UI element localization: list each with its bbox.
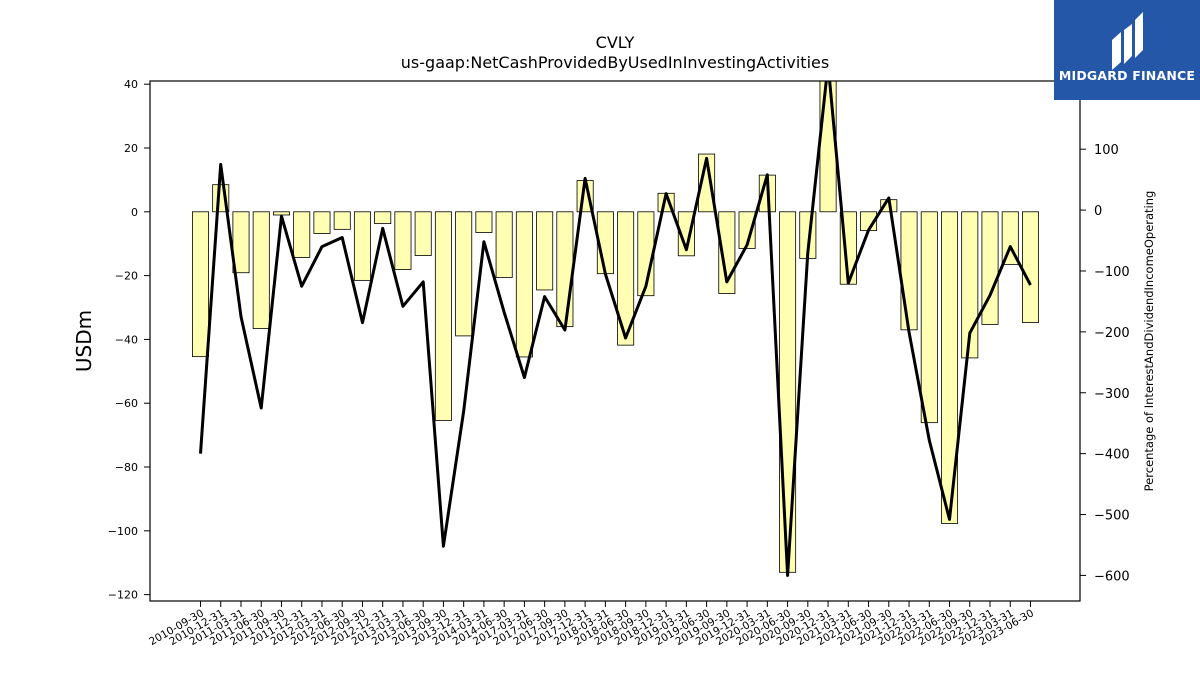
y-axis-label: USDm [72,310,96,372]
y-tick-label: −60 [115,397,138,410]
y2-tick-label: 0 [1094,204,1102,219]
brand-name: MIDGARD FINANCE [1058,68,1196,83]
bar [414,211,432,256]
bar [536,211,554,291]
bar [961,211,979,359]
bar [293,211,311,258]
bar [313,211,331,234]
y-tick-label: 0 [131,206,138,219]
bar [495,211,513,278]
bar [819,80,837,213]
bar [434,211,452,421]
y-tick-label: 20 [124,142,138,155]
chart-title: CVLY [596,33,635,52]
bar [272,211,290,216]
plot-frame [149,80,1081,602]
x-axis: 2010-09-302010-12-312011-03-312011-06-30… [147,601,1036,648]
y2-tick-label: 100 [1094,143,1119,158]
bar [981,211,999,325]
y-tick-label: −40 [115,333,138,346]
brand-logo: MIDGARD FINANCE [1054,0,1200,100]
y-tick-label: −120 [108,589,138,602]
y2-tick-label: −200 [1094,326,1130,341]
chart-subtitle: us-gaap:NetCashProvidedByUsedInInvesting… [401,53,829,72]
bar [333,211,351,230]
bar [900,211,918,331]
bar [252,211,270,329]
y-tick-label: −20 [115,270,138,283]
y2-tick-label: −400 [1094,448,1130,463]
y-tick-label: −80 [115,461,138,474]
bar [232,211,250,274]
bar [455,211,473,337]
midgard-finance-logo-icon [1112,12,1143,70]
y-tick-label: 40 [124,78,138,91]
y2-tick-label: −300 [1094,387,1130,402]
bar [617,211,635,346]
y-axis-left: 40 20 0 −20 −40 −60 −80 −100 −120 [108,78,150,602]
series-line [199,81,1032,577]
bar [192,211,209,358]
y2-tick-label: −500 [1094,509,1130,524]
bar [353,211,371,281]
y2-tick-label: −600 [1094,569,1130,584]
bar [556,211,574,328]
bar [920,211,938,424]
bar [738,211,756,249]
y-axis-right: 100 0 −100 −200 −300 −400 −500 −600 [1080,143,1130,584]
line-series [199,81,1032,577]
bar [779,211,797,573]
bar [1022,211,1039,323]
bar [515,211,533,358]
bar [698,153,716,213]
y2-tick-label: −100 [1094,265,1130,280]
y2-axis-label: Percentage of InterestAndDividendIncomeO… [1142,191,1156,492]
bar [941,211,959,524]
bar [677,211,695,257]
bar-series [192,80,1039,573]
bar [394,211,412,270]
bar [374,211,392,225]
y-tick-label: −100 [108,525,138,538]
bar [475,211,493,233]
